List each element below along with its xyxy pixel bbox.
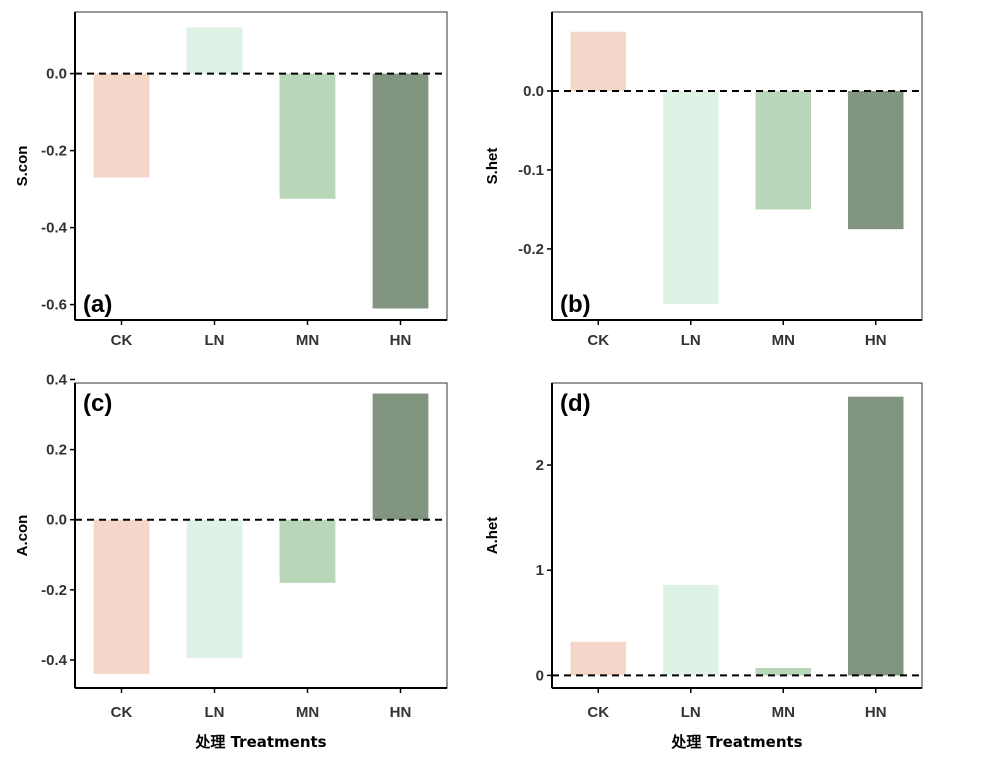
- bar-mn: [279, 73, 336, 199]
- y-tick-label: 0.0: [523, 83, 544, 100]
- x-tick-label-ln: LN: [681, 332, 701, 349]
- y-axis-title: A.het: [484, 517, 501, 555]
- bar-mn: [279, 519, 336, 583]
- panel-label: (b): [560, 291, 591, 318]
- panel-label: (c): [83, 390, 112, 417]
- x-tick-label-ln: LN: [205, 332, 225, 349]
- bar-ck: [93, 519, 150, 674]
- y-tick-label: 0.2: [46, 442, 67, 459]
- x-tick-label-ln: LN: [681, 704, 701, 721]
- y-axis-title: S.con: [14, 146, 31, 187]
- x-tick-label-hn: HN: [390, 332, 412, 349]
- panel-a: -0.6 -0.4 -0.2 0.0 CK LN MN HN S.con (a): [14, 11, 448, 349]
- x-tick-label-hn: HN: [390, 704, 412, 721]
- y-tick-label: -0.1: [518, 162, 544, 179]
- y-tick-label: 0.4: [46, 371, 68, 388]
- bar-ck: [570, 31, 626, 91]
- x-tick-label-ln: LN: [205, 704, 225, 721]
- panel-d: 0 1 2 CK LN MN HN A.het 处理 Treatments (d): [484, 382, 923, 751]
- x-tick-label-mn: MN: [772, 332, 795, 349]
- y-tick-label: -0.4: [41, 652, 68, 669]
- x-tick-label-hn: HN: [865, 332, 887, 349]
- y-tick-label: 2: [536, 457, 544, 474]
- x-tick-label-ck: CK: [587, 704, 609, 721]
- panel-label: (a): [83, 291, 112, 318]
- x-tick-label-ck: CK: [111, 332, 133, 349]
- x-axis-title: 处理 Treatments: [670, 733, 802, 751]
- bar-mn: [755, 90, 811, 210]
- bar-hn: [848, 396, 904, 676]
- bar-hn: [848, 90, 904, 230]
- bar-ck: [570, 641, 626, 676]
- x-tick-label-ck: CK: [587, 332, 609, 349]
- panel-c: -0.4 -0.2 0.0 0.2 0.4 CK LN MN HN A.con 处理 Treatme…: [14, 371, 448, 751]
- panel-b: -0.2 -0.1 0.0 CK LN MN HN S.het (b): [484, 11, 923, 349]
- bar-hn: [372, 393, 429, 520]
- y-tick-label: -0.6: [41, 297, 67, 314]
- y-tick-label: -0.2: [41, 143, 67, 160]
- y-tick-label: 0: [536, 667, 544, 684]
- y-axis-title: S.het: [484, 148, 501, 185]
- y-tick-label: 1: [536, 562, 544, 579]
- x-tick-label-mn: MN: [296, 332, 319, 349]
- bar-hn: [372, 73, 429, 309]
- panel-label: (d): [560, 390, 591, 417]
- y-tick-label: -0.2: [518, 241, 544, 258]
- y-tick-label: -0.2: [41, 582, 67, 599]
- y-axis-title: A.con: [14, 515, 31, 557]
- bar-ln: [663, 90, 719, 305]
- bar-ln: [186, 27, 243, 74]
- bar-ln: [663, 584, 719, 676]
- x-tick-label-mn: MN: [772, 704, 795, 721]
- bar-ck: [93, 73, 150, 178]
- x-tick-label-mn: MN: [296, 704, 319, 721]
- y-tick-label: 0.0: [46, 512, 67, 529]
- x-tick-label-hn: HN: [865, 704, 887, 721]
- x-tick-label-ck: CK: [111, 704, 133, 721]
- x-axis-title: 处理 Treatments: [194, 733, 326, 751]
- panels: -0.6 -0.4 -0.2 0.0 CK LN MN HN S.con (a) -0.2 -0.1 0…: [14, 11, 923, 751]
- y-tick-label: -0.4: [41, 220, 68, 237]
- y-tick-label: 0.0: [46, 66, 67, 83]
- bar-ln: [186, 519, 243, 659]
- bar-mn: [755, 668, 811, 676]
